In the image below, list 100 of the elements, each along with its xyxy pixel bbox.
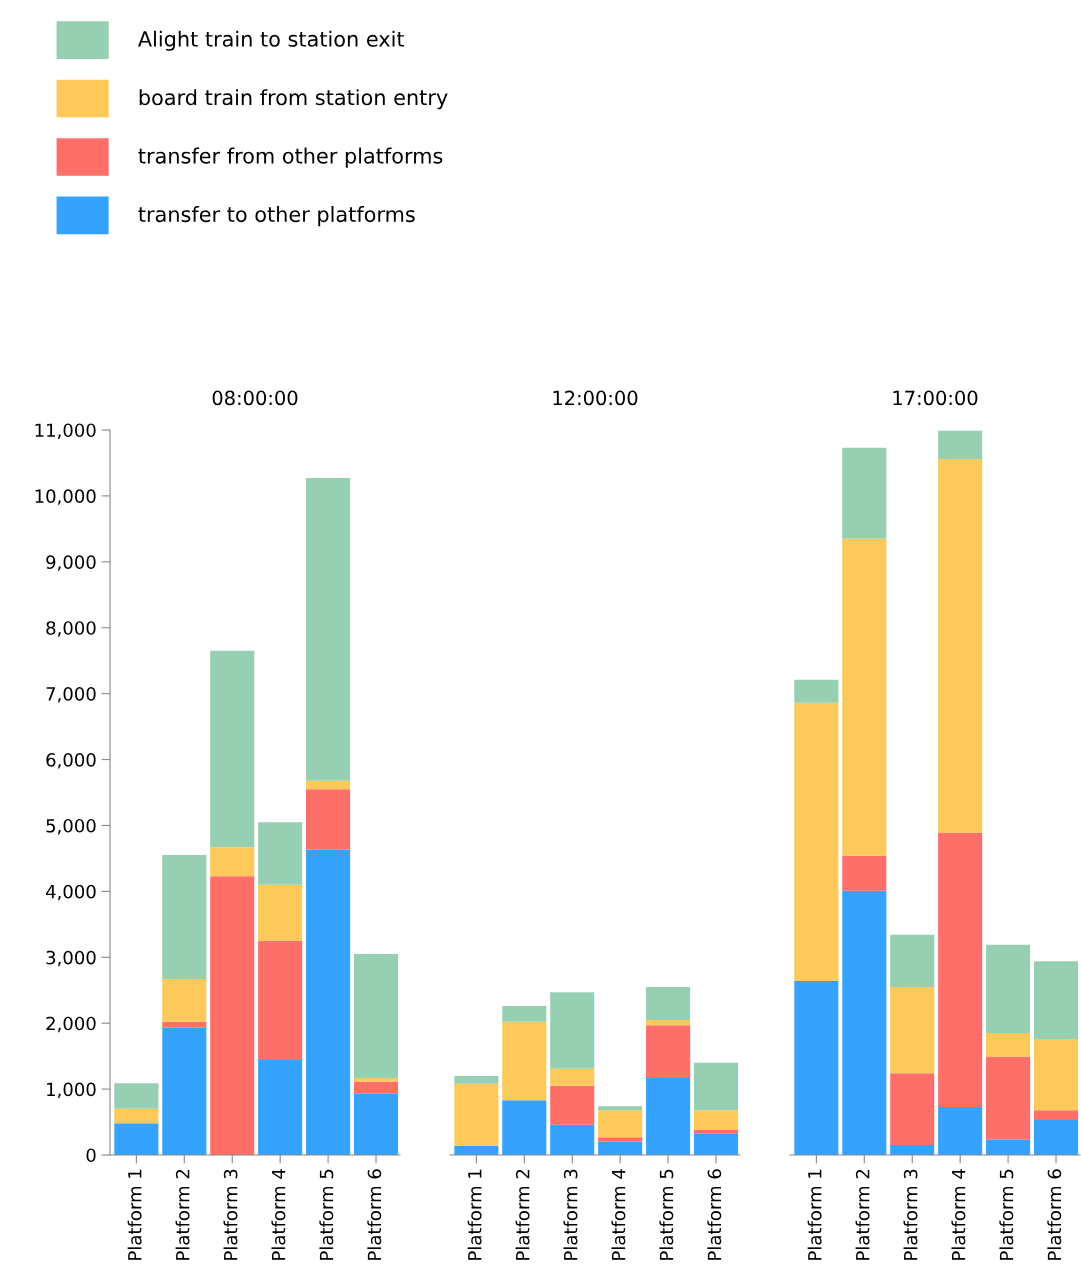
bar	[550, 1085, 595, 1125]
bar	[210, 876, 255, 1155]
x-tick-label: Platform 4	[951, 1169, 966, 1260]
legend-label: transfer from other platforms	[138, 147, 443, 168]
bar	[550, 992, 595, 1069]
bar	[162, 1027, 207, 1155]
bar	[938, 1106, 983, 1155]
chart-title: 17:00:00	[893, 390, 978, 406]
bar	[306, 849, 351, 1155]
bar	[646, 1019, 691, 1026]
chart-title: 08:00:00	[212, 390, 298, 406]
bar	[502, 1021, 547, 1101]
bar	[938, 459, 983, 833]
bar	[210, 650, 255, 848]
x-tick-label: Platform 4	[271, 1169, 286, 1260]
x-tick-label: Platform 6	[1047, 1169, 1062, 1260]
bar	[114, 1123, 159, 1155]
x-tick-label: Platform 4	[611, 1169, 626, 1260]
x-tick-label: Platform 3	[223, 1169, 238, 1260]
bar	[550, 1124, 595, 1155]
bar	[114, 1108, 159, 1124]
x-tick-label: Platform 5	[659, 1169, 674, 1260]
bar	[162, 855, 207, 980]
bar	[306, 478, 351, 781]
bar	[842, 447, 887, 539]
bar	[598, 1141, 643, 1155]
bar	[986, 1056, 1031, 1140]
x-tick-label: Platform 2	[855, 1170, 870, 1260]
y-tick-label: 5,000	[46, 818, 96, 835]
bar	[258, 822, 303, 885]
y-tick-label: 1,000	[47, 1082, 96, 1099]
bar	[258, 884, 303, 941]
x-tick-label: Platform 1	[467, 1169, 482, 1260]
bar	[986, 1033, 1031, 1057]
bar	[306, 789, 351, 850]
x-tick-label: Platform 1	[127, 1169, 142, 1260]
bar	[842, 855, 887, 891]
x-tick-label: Platform 3	[903, 1169, 918, 1260]
bar	[114, 1083, 159, 1109]
bar	[794, 702, 839, 981]
y-tick-label: 0	[86, 1148, 96, 1163]
x-tick-label: Platform 3	[563, 1169, 578, 1260]
bar	[550, 1068, 595, 1086]
bar	[890, 934, 935, 987]
bar	[986, 944, 1031, 1034]
x-tick-label: Platform 6	[367, 1169, 382, 1260]
bar	[890, 986, 935, 1074]
bar	[210, 847, 255, 877]
bar	[353, 1077, 399, 1082]
bar	[986, 1139, 1031, 1155]
bar	[598, 1106, 643, 1111]
bar	[890, 1145, 935, 1155]
bar	[502, 1006, 547, 1022]
bar	[1033, 1110, 1079, 1121]
bar	[502, 1100, 547, 1155]
bar	[258, 940, 303, 1061]
bar	[454, 1083, 499, 1146]
bar	[693, 1110, 739, 1130]
bar	[646, 1025, 691, 1078]
bar	[693, 1062, 739, 1111]
x-tick-label: Platform 2	[175, 1170, 190, 1260]
y-tick-label: 7,000	[46, 687, 96, 703]
bar	[646, 986, 691, 1020]
bar	[258, 1060, 303, 1155]
bar	[1033, 1120, 1079, 1155]
bar	[938, 832, 983, 1107]
bar	[1033, 1039, 1079, 1111]
y-tick-label: 9,000	[46, 555, 96, 571]
bar	[938, 430, 983, 459]
bar	[306, 780, 351, 790]
y-tick-label: 10,000	[35, 489, 96, 505]
x-tick-label: Platform 1	[807, 1169, 822, 1260]
bar	[162, 979, 207, 1022]
bar	[693, 1129, 739, 1134]
y-tick-label: 11,000	[35, 423, 96, 439]
bar	[693, 1133, 739, 1155]
x-tick-label: Platform 5	[319, 1169, 334, 1260]
bar	[1033, 961, 1079, 1039]
legend-label: Alight train to station exit	[138, 30, 405, 51]
x-tick-label: Platform 5	[999, 1169, 1014, 1260]
y-tick-label: 3,000	[46, 950, 96, 967]
y-tick-label: 8,000	[46, 621, 96, 637]
bar	[598, 1110, 643, 1138]
bar	[353, 1093, 399, 1155]
y-tick-label: 6,000	[46, 753, 96, 769]
bar	[842, 538, 887, 856]
bar	[454, 1075, 499, 1084]
x-tick-label: Platform 2	[515, 1170, 530, 1260]
y-tick-label: 2,000	[46, 1016, 96, 1033]
bar	[598, 1137, 643, 1142]
bar	[646, 1077, 691, 1155]
bar	[890, 1073, 935, 1146]
bar	[842, 890, 887, 1155]
legend-label: board train from station entry	[139, 89, 448, 110]
bar	[353, 953, 399, 1078]
bar	[794, 679, 839, 703]
chart-title: 12:00:00	[553, 390, 638, 406]
bar	[162, 1021, 207, 1028]
bar	[353, 1081, 399, 1094]
legend-label: transfer to other platforms	[138, 206, 415, 227]
